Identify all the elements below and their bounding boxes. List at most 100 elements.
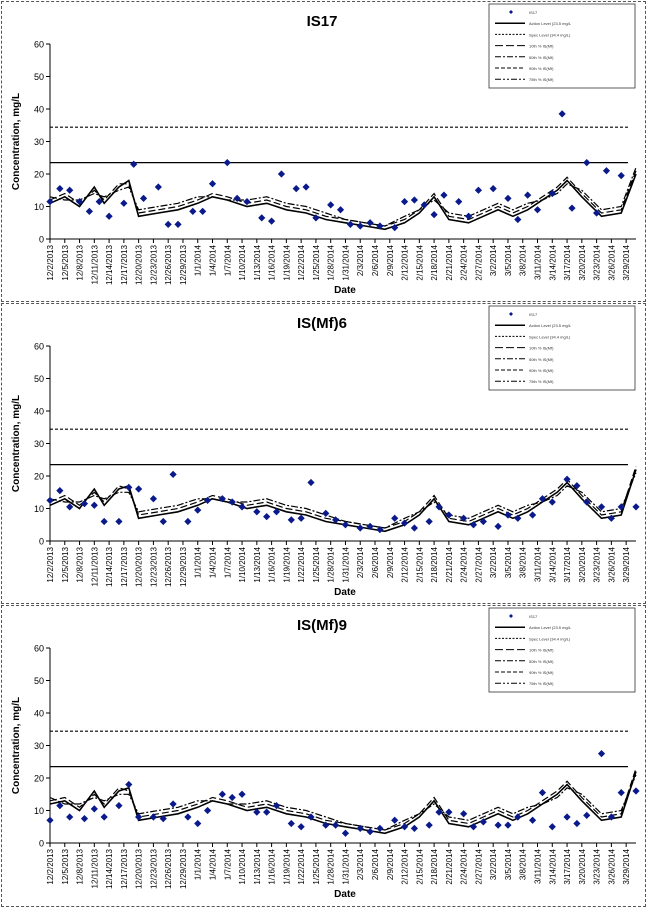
chart-title: IS(Mf)9 — [297, 617, 347, 634]
data-point — [425, 821, 433, 829]
legend-label: Spec Level (34.4 mg/L) — [529, 334, 571, 339]
data-point — [356, 824, 364, 832]
x-tick-label: 2/12/2014 — [401, 848, 410, 884]
x-tick-label: 2/24/2014 — [460, 848, 469, 884]
x-tick-label: 3/26/2014 — [607, 244, 616, 280]
data-point — [100, 517, 108, 526]
data-point — [514, 215, 522, 224]
data-point — [130, 160, 138, 168]
data-point — [524, 191, 532, 199]
chart-svg-2: IS(Mf)6 0 10 20 30 40 50 60 12/2/2013 12/5/2013 12… — [11, 305, 640, 598]
x-tick-label: 12/11/2013 — [90, 244, 99, 284]
y-tick-label: 60 — [34, 40, 44, 50]
data-point — [469, 521, 478, 529]
data-point — [297, 514, 305, 522]
data-point — [430, 211, 438, 219]
data-point — [208, 180, 217, 188]
legend-label: 10th % IS(Mf) — [529, 44, 554, 49]
data-point — [366, 219, 374, 227]
data-point — [287, 819, 295, 828]
data-point — [302, 183, 310, 191]
x-tick-label: 2/15/2014 — [415, 546, 424, 582]
x-tick-label: 3/17/2014 — [563, 546, 572, 582]
data-point — [95, 198, 103, 206]
legend-label: IS17 — [529, 312, 538, 317]
data-point — [159, 517, 167, 526]
data-point — [228, 498, 236, 506]
y-tick-label: 10 — [34, 806, 44, 816]
x-tick-label: 2/3/2014 — [356, 546, 365, 578]
x-tick-label: 1/7/2014 — [223, 848, 232, 880]
data-point — [494, 821, 502, 829]
data-point — [80, 815, 89, 823]
y-tick-label: 60 — [34, 342, 44, 352]
legend-label: 75th % IS(Mf) — [529, 77, 554, 82]
x-tick-label: 2/21/2014 — [445, 848, 454, 884]
percentile-series-line — [49, 170, 637, 227]
data-point — [272, 508, 281, 516]
x-tick-label: 12/2/2013 — [46, 546, 55, 582]
legend-label: 50th % IS(Mf) — [529, 357, 554, 362]
x-tick-label: 3/11/2014 — [534, 546, 543, 582]
x-tick-label: 1/25/2014 — [312, 244, 321, 280]
data-point — [583, 811, 591, 819]
x-tick-label: 12/8/2013 — [76, 546, 85, 582]
data-point — [272, 802, 281, 810]
x-tick-label: 2/27/2014 — [474, 848, 483, 884]
data-point — [154, 183, 162, 191]
data-point — [460, 514, 468, 522]
x-tick-label: 2/9/2014 — [386, 848, 395, 880]
legend-label: 10th % IS(Mf) — [529, 346, 554, 351]
data-point — [602, 167, 611, 175]
x-tick-label: 2/21/2014 — [445, 546, 454, 582]
x-tick-label: 1/31/2014 — [341, 848, 350, 884]
data-point — [410, 196, 419, 204]
x-tick-label: 12/14/2013 — [105, 244, 114, 285]
data-point — [346, 220, 354, 228]
x-tick-label: 1/10/2014 — [238, 546, 247, 582]
x-tick-label: 2/18/2014 — [430, 244, 439, 280]
x-tick-label: 3/23/2014 — [593, 546, 602, 582]
data-point — [583, 159, 591, 167]
x-tick-label: 3/29/2014 — [622, 848, 631, 884]
data-point — [538, 789, 547, 797]
chart-title: IS17 — [307, 13, 338, 30]
x-tick-label: 1/28/2014 — [327, 546, 336, 582]
data-point — [410, 824, 419, 832]
x-tick-label: 1/19/2014 — [282, 244, 291, 280]
x-tick-label: 3/23/2014 — [593, 848, 602, 884]
x-tick-label: 12/5/2013 — [61, 244, 70, 280]
x-tick-label: 3/2/2014 — [489, 848, 498, 880]
x-tick-label: 1/31/2014 — [341, 546, 350, 582]
data-point — [203, 806, 212, 815]
x-tick-label: 12/2/2013 — [46, 244, 55, 280]
legend-label: Spec Level (34.4 mg/L) — [529, 32, 571, 37]
data-point — [238, 790, 246, 798]
data-point — [46, 198, 54, 206]
data-point — [223, 159, 231, 167]
data-point — [184, 813, 192, 821]
y-tick-label: 0 — [39, 235, 44, 245]
x-tick-label: 1/1/2014 — [194, 848, 203, 880]
data-point — [514, 813, 522, 821]
data-point — [494, 522, 502, 530]
x-axis-label: Date — [334, 889, 356, 900]
percentile-series-line — [49, 774, 637, 831]
data-point — [356, 524, 364, 532]
x-tick-label: 12/8/2013 — [76, 848, 85, 884]
y-tick-label: 10 — [34, 504, 44, 514]
x-tick-label: 1/4/2014 — [209, 848, 218, 880]
legend-marker — [509, 614, 513, 618]
legend-label: Spec Level (34.4 mg/L) — [529, 636, 571, 641]
data-point — [435, 503, 443, 511]
data-point — [189, 207, 197, 215]
data-point — [85, 207, 93, 215]
data-point — [617, 789, 625, 797]
data-point — [332, 516, 340, 524]
legend-label: Action Level (23.5 mg/L — [529, 625, 572, 630]
x-tick-label: 1/13/2014 — [253, 546, 262, 582]
x-tick-label: 2/3/2014 — [356, 244, 365, 276]
data-point — [218, 495, 226, 503]
x-tick-label: 2/6/2014 — [371, 546, 380, 578]
x-tick-label: 1/22/2014 — [297, 244, 306, 280]
